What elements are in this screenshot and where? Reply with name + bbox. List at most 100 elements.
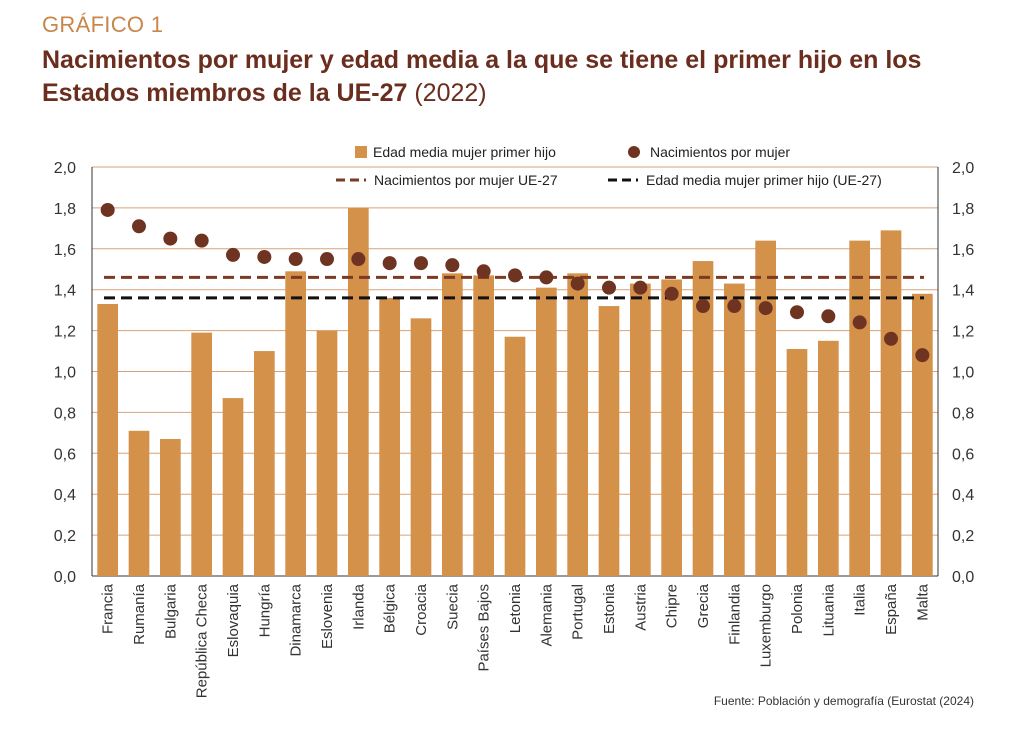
bar [410, 318, 432, 576]
y-tick-label-right: 1,8 [952, 201, 974, 218]
x-tick-label: Austria [632, 583, 649, 630]
x-tick-label: Hungría [256, 583, 273, 637]
x-tick-label: Chipre [664, 584, 681, 628]
y-tick-label-left: 2,0 [54, 160, 76, 177]
bar [285, 271, 307, 576]
chart-title: Nacimientos por mujer y edad media a la … [42, 44, 1002, 110]
births-point [194, 233, 209, 248]
bar [473, 275, 495, 576]
x-tick-label: Bulgaria [162, 583, 179, 639]
births-point [852, 315, 867, 330]
y-tick-label-right: 1,4 [952, 283, 974, 300]
x-tick-label: España [883, 583, 900, 635]
births-point [508, 268, 522, 283]
y-tick-label-right: 1,2 [952, 324, 974, 341]
y-tick-label-right: 1,0 [952, 365, 974, 382]
title-year: (2022) [414, 79, 487, 107]
x-tick-label: Polonia [789, 583, 806, 634]
births-point [382, 256, 397, 271]
births-point [633, 280, 648, 295]
legend-swatch-dot [628, 146, 640, 158]
bar [786, 349, 808, 576]
births-point [351, 252, 366, 267]
x-tick-label: Eslovaquia [225, 583, 242, 657]
source-note: Fuente: Población y demografía (Eurostat… [713, 694, 974, 708]
births-point [320, 252, 334, 267]
y-tick-label-left: 0,0 [54, 569, 76, 586]
births-point [288, 252, 303, 267]
births-point [132, 219, 146, 234]
x-tick-label: Grecia [695, 583, 712, 628]
y-tick-label-right: 1,6 [952, 242, 974, 259]
births-point [570, 276, 585, 291]
bar [849, 240, 871, 576]
bar [535, 287, 557, 576]
bar [661, 279, 683, 576]
bar [567, 273, 589, 576]
x-tick-label: Rumanía [131, 583, 148, 645]
x-tick-label: República Checa [194, 583, 211, 698]
bar [755, 240, 777, 576]
bar [723, 283, 745, 576]
births-point [414, 256, 428, 271]
births-point [696, 299, 710, 314]
births-point [915, 348, 930, 363]
legend-label: Nacimientos por mujer UE-27 [374, 172, 558, 188]
births-point [476, 264, 491, 279]
births-point [100, 202, 115, 217]
x-tick-label: Croacia [413, 583, 430, 635]
y-tick-label-left: 0,8 [54, 405, 76, 422]
births-point [664, 286, 679, 301]
births-point [163, 231, 178, 246]
bar [379, 297, 401, 576]
births-point [226, 247, 240, 262]
legend-swatch-bar [355, 146, 367, 158]
y-tick-label-right: 0,6 [952, 446, 974, 463]
bar [128, 430, 150, 576]
x-tick-label: Italia [852, 583, 869, 615]
bar [316, 330, 338, 576]
births-point [602, 280, 616, 295]
bar [191, 332, 213, 576]
bar [629, 283, 651, 576]
x-tick-label: Suecia [444, 583, 461, 630]
births-point [884, 331, 898, 346]
bar [253, 351, 275, 576]
x-tick-label: Malta [914, 583, 931, 620]
chart-label: GRÁFICO 1 [42, 12, 164, 37]
y-tick-label-left: 1,8 [54, 201, 76, 218]
y-tick-label-right: 0,0 [952, 569, 974, 586]
births-point [758, 301, 773, 316]
births-point [539, 270, 554, 285]
x-tick-label: Países Bajos [476, 584, 493, 672]
bar [97, 304, 119, 576]
y-tick-label-left: 1,4 [54, 283, 76, 300]
y-tick-label-left: 0,6 [54, 446, 76, 463]
bar [692, 261, 714, 576]
bar [347, 207, 369, 576]
y-tick-label-left: 0,2 [54, 528, 76, 545]
x-tick-label: Eslovenia [319, 583, 336, 649]
bar [159, 438, 181, 576]
births-point [727, 299, 742, 314]
bar [222, 398, 244, 576]
y-tick-label-left: 1,0 [54, 365, 76, 382]
title-text: Nacimientos por mujer y edad media a la … [42, 46, 922, 107]
y-tick-label-left: 1,6 [54, 242, 76, 259]
y-tick-label-right: 0,4 [952, 487, 974, 504]
legend-label: Nacimientos por mujer [650, 144, 790, 160]
x-tick-label: Bélgica [382, 583, 399, 633]
births-point [257, 249, 272, 264]
bar [817, 340, 839, 576]
x-tick-label: Portugal [570, 584, 587, 640]
x-tick-label: Finlandia [726, 583, 743, 645]
x-tick-label: Alemania [538, 583, 555, 646]
bar [504, 336, 526, 576]
y-tick-label-right: 2,0 [952, 160, 974, 177]
births-point [445, 258, 460, 273]
bar [441, 273, 463, 576]
y-tick-label-left: 1,2 [54, 324, 76, 341]
legend-label: Edad media mujer primer hijo [373, 144, 556, 160]
x-tick-label: Letonia [507, 583, 524, 633]
